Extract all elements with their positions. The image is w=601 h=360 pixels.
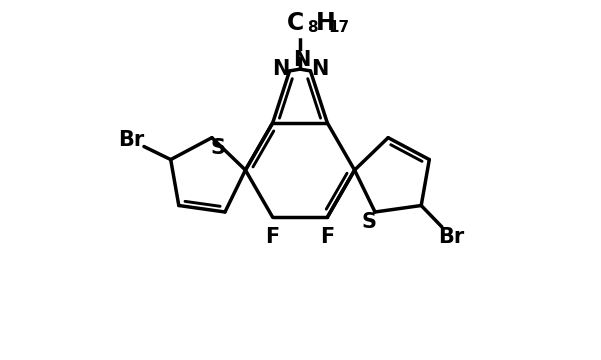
Text: F: F: [266, 227, 280, 247]
Text: Br: Br: [438, 227, 465, 247]
Text: 8: 8: [307, 20, 317, 35]
Text: S: S: [362, 212, 377, 232]
Text: H: H: [316, 12, 335, 36]
Text: N: N: [311, 59, 328, 79]
Text: F: F: [320, 227, 334, 247]
Text: S: S: [210, 138, 225, 158]
Text: N: N: [272, 59, 289, 79]
Text: N: N: [293, 50, 311, 70]
Text: 17: 17: [329, 20, 350, 35]
Text: Br: Br: [118, 130, 145, 150]
Text: C: C: [287, 12, 304, 36]
